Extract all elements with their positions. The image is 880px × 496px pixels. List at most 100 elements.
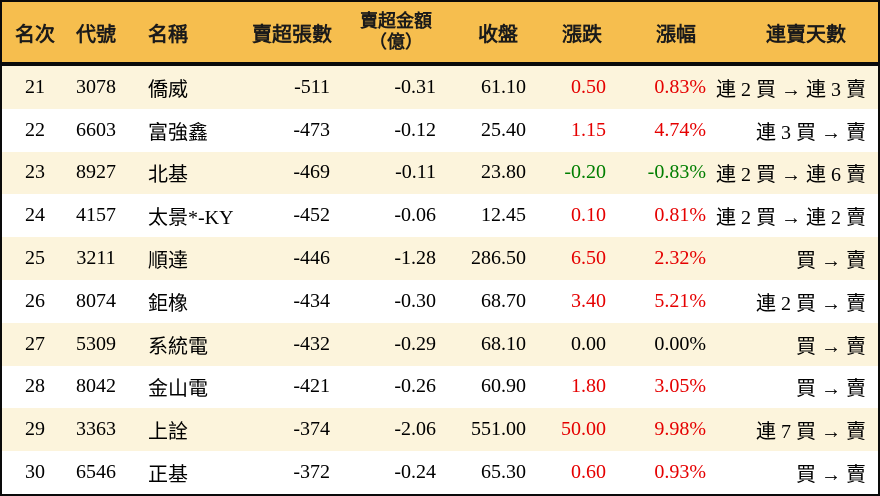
table-row: 30 6546 正基 -372 -0.24 65.30 0.60 0.93% 買 → 賣 <box>2 451 878 494</box>
cell-close: 12.45 <box>481 204 526 227</box>
cell-change: 0.50 <box>571 75 606 98</box>
header-name: 名稱 <box>148 23 188 46</box>
cell-code: 8927 <box>76 161 116 184</box>
table-row: 22 6603 富強鑫 -473 -0.12 25.40 1.15 4.74% 連 3 買 → … <box>2 108 878 152</box>
cell-sell-volume: -473 <box>293 118 330 141</box>
cell-code: 4157 <box>76 204 116 227</box>
cell-streak: 連 7 買 → 賣 <box>756 421 866 444</box>
cell-streak: 連 2 買 → 連 2 賣 <box>716 207 866 230</box>
cell-sell-amount: -0.30 <box>394 289 436 312</box>
cell-name: 富強鑫 <box>148 121 208 144</box>
cell-change: 6.50 <box>571 247 606 270</box>
cell-code: 6603 <box>76 118 116 141</box>
cell-change-pct: 0.00% <box>654 332 706 355</box>
cell-change: 1.80 <box>571 375 606 398</box>
cell-streak: 買 → 賣 <box>796 250 866 273</box>
header-sell-amount: 賣超金額 （億） <box>342 11 450 52</box>
cell-sell-volume: -372 <box>293 461 330 484</box>
table-body: 21 3078 僑威 -511 -0.31 61.10 0.50 0.83% 連 2 買 → 連… <box>2 66 878 494</box>
cell-sell-amount: -2.06 <box>394 418 436 441</box>
cell-sell-volume: -432 <box>293 332 330 355</box>
cell-streak: 買 → 賣 <box>796 464 866 487</box>
cell-sell-volume: -434 <box>293 289 330 312</box>
cell-code: 6546 <box>76 461 116 484</box>
cell-change: 1.15 <box>571 118 606 141</box>
cell-name: 順達 <box>148 250 188 273</box>
cell-change-pct: 4.74% <box>654 118 706 141</box>
cell-change: 0.10 <box>571 204 606 227</box>
cell-change: 0.00 <box>571 332 606 355</box>
cell-close: 61.10 <box>481 75 526 98</box>
cell-rank: 25 <box>25 247 45 270</box>
header-sell-amount-line1: 賣超金額 <box>360 11 432 32</box>
cell-name: 系統電 <box>148 335 208 358</box>
cell-code: 8042 <box>76 375 116 398</box>
cell-sell-amount: -0.24 <box>394 461 436 484</box>
cell-sell-amount: -0.31 <box>394 75 436 98</box>
table-row: 25 3211 順達 -446 -1.28 286.50 6.50 2.32% 買 → 賣 <box>2 237 878 280</box>
cell-close: 25.40 <box>481 118 526 141</box>
cell-rank: 26 <box>25 289 45 312</box>
cell-rank: 30 <box>25 461 45 484</box>
cell-sell-volume: -469 <box>293 161 330 184</box>
cell-streak: 買 → 賣 <box>796 335 866 358</box>
cell-close: 65.30 <box>481 461 526 484</box>
cell-close: 68.70 <box>481 289 526 312</box>
cell-code: 5309 <box>76 332 116 355</box>
header-sell-amount-line2: （億） <box>369 32 423 52</box>
table-row: 27 5309 系統電 -432 -0.29 68.10 0.00 0.00% 買 → 賣 <box>2 322 878 366</box>
table-row: 24 4157 太景*-KY -452 -0.06 12.45 0.10 0.81% 連 2 買… <box>2 194 878 238</box>
table-header-row: 名次 代號 名稱 賣超張數 賣超金額 （億） 收盤 漲跌 漲幅 連賣天數 <box>2 2 878 66</box>
cell-change-pct: 0.81% <box>654 204 706 227</box>
cell-rank: 22 <box>25 118 45 141</box>
cell-rank: 27 <box>25 332 45 355</box>
cell-change: 0.60 <box>571 461 606 484</box>
cell-close: 551.00 <box>471 418 526 441</box>
cell-change-pct: 0.83% <box>654 75 706 98</box>
header-change-pct: 漲幅 <box>656 23 696 46</box>
cell-name: 上詮 <box>148 421 188 444</box>
cell-sell-amount: -1.28 <box>394 247 436 270</box>
cell-rank: 28 <box>25 375 45 398</box>
cell-close: 286.50 <box>471 247 526 270</box>
table-row: 21 3078 僑威 -511 -0.31 61.10 0.50 0.83% 連 2 買 → 連… <box>2 66 878 109</box>
cell-change-pct: 0.93% <box>654 461 706 484</box>
cell-sell-volume: -374 <box>293 418 330 441</box>
cell-sell-amount: -0.26 <box>394 375 436 398</box>
cell-code: 3363 <box>76 418 116 441</box>
cell-change-pct: -0.83% <box>647 161 706 184</box>
cell-sell-volume: -421 <box>293 375 330 398</box>
cell-name: 僑威 <box>148 78 188 101</box>
cell-sell-amount: -0.12 <box>394 118 436 141</box>
cell-rank: 23 <box>25 161 45 184</box>
cell-code: 8074 <box>76 289 116 312</box>
table-row: 23 8927 北基 -469 -0.11 23.80 -0.20 -0.83% 連 2 買 →… <box>2 151 878 195</box>
cell-sell-volume: -452 <box>293 204 330 227</box>
cell-streak: 連 3 買 → 賣 <box>756 121 866 144</box>
cell-rank: 24 <box>25 204 45 227</box>
table-row: 26 8074 鉅橡 -434 -0.30 68.70 3.40 5.21% 連 2 買 → 賣 <box>2 279 878 323</box>
cell-sell-amount: -0.11 <box>395 161 436 184</box>
cell-change: 3.40 <box>571 289 606 312</box>
header-change: 漲跌 <box>562 23 602 46</box>
cell-sell-amount: -0.29 <box>394 332 436 355</box>
cell-rank: 21 <box>25 75 45 98</box>
cell-change: -0.20 <box>564 161 606 184</box>
cell-code: 3211 <box>76 247 116 270</box>
cell-streak: 連 2 買 → 連 6 賣 <box>716 164 866 187</box>
header-code: 代號 <box>76 23 116 46</box>
cell-name: 正基 <box>148 464 188 487</box>
cell-change-pct: 3.05% <box>654 375 706 398</box>
cell-close: 68.10 <box>481 332 526 355</box>
cell-sell-amount: -0.06 <box>394 204 436 227</box>
cell-rank: 29 <box>25 418 45 441</box>
cell-change-pct: 9.98% <box>654 418 706 441</box>
cell-name: 鉅橡 <box>148 292 188 315</box>
cell-change-pct: 2.32% <box>654 247 706 270</box>
cell-change: 50.00 <box>561 418 606 441</box>
cell-close: 23.80 <box>481 161 526 184</box>
table-row: 28 8042 金山電 -421 -0.26 60.90 1.80 3.05% 買 → 賣 <box>2 365 878 409</box>
cell-close: 60.90 <box>481 375 526 398</box>
cell-name: 太景*-KY <box>148 207 234 230</box>
